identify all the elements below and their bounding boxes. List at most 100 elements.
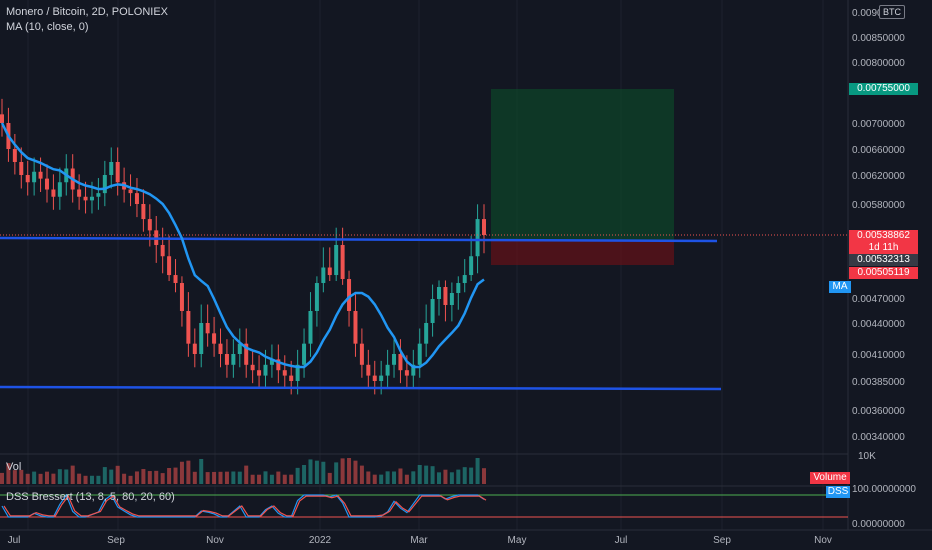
volume-bar: [475, 458, 480, 484]
volume-bar: [89, 475, 94, 484]
candle-body: [244, 343, 249, 365]
candle-body: [308, 311, 313, 344]
candle-body: [469, 256, 474, 276]
candle-body: [32, 171, 37, 183]
candle-body: [295, 364, 300, 381]
price-axis-tick: 0.00850000: [852, 33, 905, 44]
volume-bar: [417, 465, 422, 484]
volume-bar: [218, 471, 223, 484]
candle-body: [77, 189, 82, 197]
volume-bar: [302, 465, 307, 484]
volume-bar: [411, 471, 416, 484]
volume-bar: [0, 472, 4, 484]
time-axis-tick: 2022: [309, 535, 332, 546]
support-line[interactable]: [0, 385, 722, 391]
price-axis-tick-top: 0.00900000: [852, 8, 905, 19]
ma-line[interactable]: [0, 122, 485, 369]
volume-bar: [456, 469, 461, 484]
volume-bar: [269, 474, 274, 484]
candle-body: [19, 162, 24, 175]
volume-bar: [83, 475, 88, 484]
volume-bar: [231, 471, 236, 484]
volume-bar: [289, 474, 294, 484]
candle-body: [321, 267, 326, 284]
candle-body: [411, 364, 416, 376]
long-position-stop-zone[interactable]: [491, 240, 674, 265]
candle-body: [385, 364, 390, 376]
candle-body: [372, 375, 377, 381]
volume-bar: [250, 474, 255, 484]
candle-body: [115, 162, 120, 183]
currency-badge[interactable]: BTC: [879, 5, 905, 19]
price-axis-tick: 0.00385000: [852, 377, 905, 388]
candle-body: [340, 244, 345, 280]
candle-body: [449, 293, 454, 305]
volume-bar: [392, 471, 397, 484]
candle-body: [314, 283, 319, 311]
ma-indicator-label[interactable]: MA (10, close, 0): [6, 21, 89, 33]
price-axis-tick: 0.00470000: [852, 294, 905, 305]
volume-bar: [134, 471, 139, 484]
volume-bar: [64, 469, 69, 484]
dss-main-line: [3, 494, 487, 517]
volume-bar: [160, 473, 165, 484]
target-price-tag: 0.00755000: [849, 83, 918, 95]
volume-indicator-label[interactable]: Vol: [6, 461, 22, 473]
candle-body: [167, 256, 172, 276]
candle-body: [269, 359, 274, 365]
volume-bar: [437, 472, 442, 484]
last-price-tag: 0.00538862: [849, 230, 918, 242]
volume-bar: [385, 471, 390, 484]
volume-bar: [122, 473, 127, 484]
volume-bar: [192, 471, 197, 484]
candle-body: [179, 283, 184, 311]
volume-bar: [128, 475, 133, 484]
volume-bar: [379, 474, 384, 484]
dss-indicator-label[interactable]: DSS Bressert (13, 8, 5, 80, 20, 60): [6, 491, 175, 503]
candle-body: [89, 196, 94, 201]
candle-body: [205, 323, 210, 334]
candle-body: [134, 193, 139, 204]
candle-body: [173, 275, 178, 284]
volume-bar: [12, 470, 17, 484]
long-position-target-zone[interactable]: [491, 89, 674, 240]
candle-body: [12, 149, 17, 162]
chart-grid: [27, 0, 824, 530]
volume-bar: [334, 462, 339, 484]
candle-body: [263, 364, 268, 376]
volume-bar: [115, 465, 120, 484]
candle-body: [347, 279, 352, 311]
candle-body: [0, 114, 4, 123]
time-axis-tick: Sep: [107, 535, 125, 546]
volume-bar: [430, 466, 435, 484]
price-axis-tick: 0.00660000: [852, 145, 905, 156]
symbol-title[interactable]: Monero / Bitcoin, 2D, POLONIEX: [6, 6, 169, 18]
volume-bar: [109, 469, 114, 484]
dss-signal-line: [1, 493, 485, 518]
candle-body: [237, 343, 242, 354]
volume-bar: [353, 460, 358, 484]
volume-bar: [32, 471, 37, 484]
candle-body: [392, 354, 397, 365]
time-axis-tick: Mar: [410, 535, 428, 546]
ma-axis-tag: MA: [829, 281, 851, 293]
volume-bar: [321, 461, 326, 484]
volume-bar: [147, 471, 152, 484]
volume-bar: [347, 458, 352, 484]
resistance-line[interactable]: [0, 236, 718, 243]
candle-body: [231, 354, 236, 365]
volume-bar: [366, 471, 371, 484]
candle-body: [456, 283, 461, 293]
time-axis-tick: Nov: [206, 535, 224, 546]
time-axis-tick: May: [508, 535, 527, 546]
volume-bars: [0, 458, 486, 484]
volume-bar: [257, 474, 262, 484]
candle-body: [462, 275, 467, 284]
volume-bar: [263, 471, 268, 484]
volume-bar: [102, 467, 107, 484]
candle-body: [289, 375, 294, 381]
volume-bar: [244, 465, 249, 484]
candle-body: [38, 171, 43, 179]
candle-body: [430, 299, 435, 323]
